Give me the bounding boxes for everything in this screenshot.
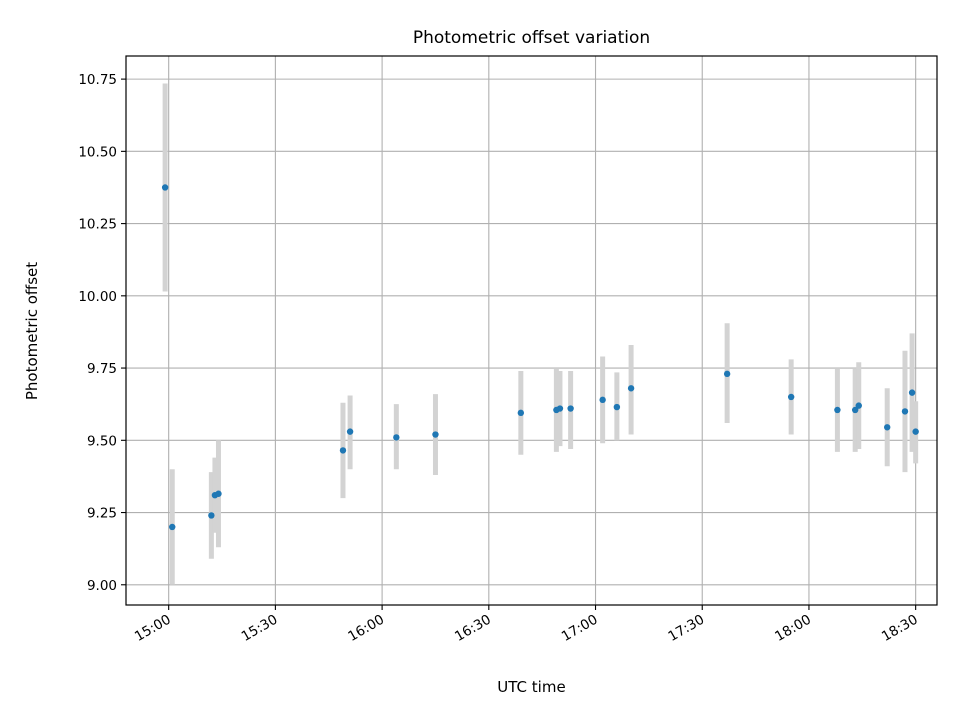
data-point (613, 403, 621, 411)
y-tick-label: 9.75 (87, 361, 117, 377)
data-point (723, 370, 731, 378)
data-point (169, 523, 176, 531)
data-points (161, 184, 919, 531)
y-tick-label: 9.25 (87, 506, 117, 522)
data-point (517, 409, 525, 417)
data-point (884, 424, 891, 431)
data-point (851, 406, 859, 414)
y-axis: 9.00 9.25 9.50 9.75 10.00 10.25 10.50 10.75 (78, 72, 126, 594)
data-point (215, 490, 222, 497)
data-point (855, 402, 862, 409)
chart-title: Photometric offset variation (413, 28, 650, 48)
y-axis-label: Photometric offset (23, 262, 41, 400)
data-point (912, 428, 919, 435)
data-point (393, 434, 400, 441)
data-point (627, 385, 635, 392)
plot-frame (125, 55, 938, 606)
data-point (208, 512, 215, 519)
y-tick-label: 9.50 (87, 433, 117, 449)
x-axis-label: UTC time (497, 678, 565, 696)
y-tick-label: 10.25 (78, 217, 117, 233)
data-point (556, 405, 564, 412)
y-tick-label: 10.75 (78, 72, 117, 88)
data-point (161, 184, 169, 191)
y-tick-label: 9.00 (87, 578, 117, 594)
y-tick-label: 10.00 (78, 289, 117, 305)
data-point (901, 408, 909, 415)
grid (126, 56, 937, 605)
data-point (787, 393, 795, 401)
data-point (908, 389, 916, 396)
data-point (339, 447, 347, 454)
data-point (567, 405, 574, 412)
y-tick-label: 10.50 (78, 144, 117, 160)
data-point (346, 428, 354, 435)
data-point (599, 396, 606, 404)
data-point (834, 406, 841, 414)
data-point (432, 431, 439, 438)
